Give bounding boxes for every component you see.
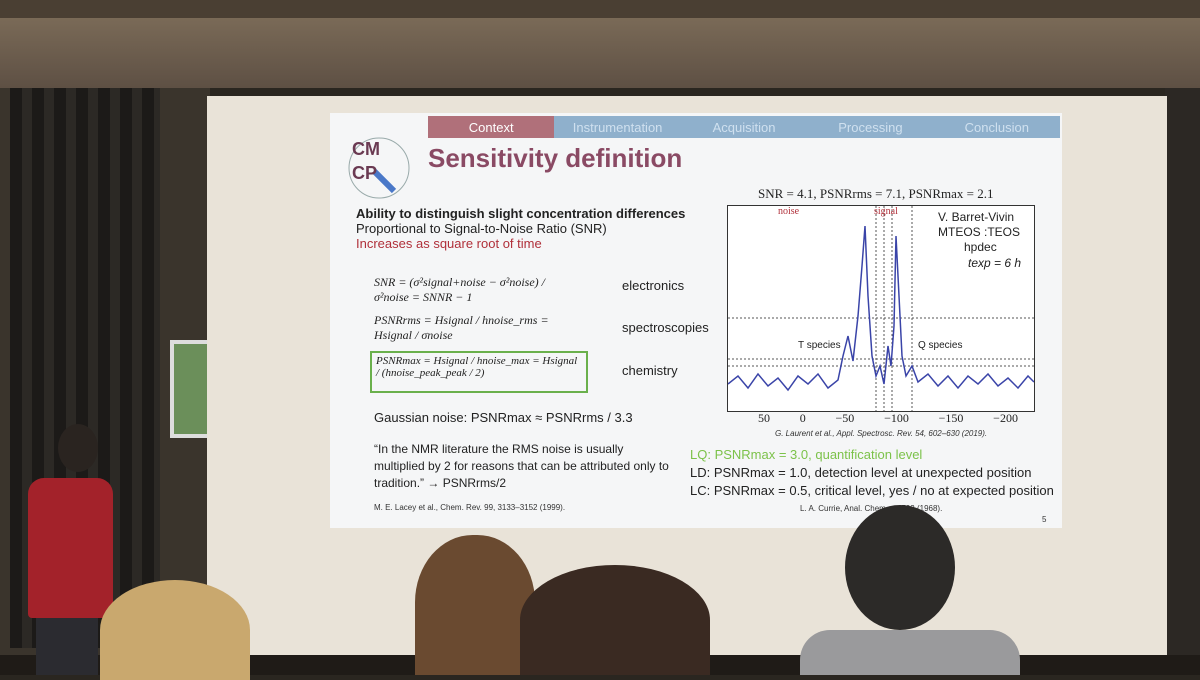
chart-snr-header: SNR = 4.1, PSNRrms = 7.1, PSNRmax = 2.1 bbox=[758, 186, 994, 201]
label-electronics: electronics bbox=[622, 278, 685, 293]
bullet-proportional: Proportional to Signal-to-Noise Ratio (S… bbox=[356, 221, 607, 236]
chart-sequence: hpdec bbox=[964, 240, 997, 254]
gaussian-noise-text: Gaussian noise: PSNRmax ≈ PSNRrms / 3.3 bbox=[374, 410, 633, 425]
x-tick-minus-50: −50 bbox=[835, 411, 855, 425]
audience-member-head bbox=[415, 535, 535, 675]
logo-text-cp: CP bbox=[352, 163, 378, 183]
x-tick-50: 50 bbox=[758, 411, 770, 425]
cmcp-logo bbox=[348, 137, 410, 199]
slide-title: Sensitivity definition bbox=[428, 143, 683, 173]
page-number: 5 bbox=[1042, 515, 1047, 524]
equation-snr: SNR = (σ²signal+noise − σ²noise) / σ²noi… bbox=[374, 275, 545, 304]
nav-tab-instrumentation: Instrumentation bbox=[572, 119, 663, 135]
audience-member-head bbox=[100, 580, 250, 680]
audience-member-head bbox=[520, 565, 710, 675]
x-tick-minus-100: −100 bbox=[884, 411, 909, 425]
label-spectroscopies: spectroscopies bbox=[622, 320, 709, 335]
bullet-increases: Increases as square root of time bbox=[356, 236, 542, 251]
chart-noise-label: noise bbox=[778, 206, 800, 217]
presenter bbox=[28, 420, 138, 675]
equation-psnr-rms: PSNRrms = Hsignal / hnoise_rms = Hsignal… bbox=[374, 313, 549, 342]
bullet-ability: Ability to distinguish slight concentrat… bbox=[356, 206, 686, 221]
spectrum-plot bbox=[727, 206, 1035, 411]
chart-t-species: T species bbox=[798, 340, 841, 351]
level-detection: LD: PSNRmax = 1.0, detection level at un… bbox=[690, 465, 1032, 480]
chart-instrument: MTEOS :TEOS bbox=[938, 225, 1021, 239]
audience-member-head bbox=[845, 505, 955, 630]
x-tick-minus-200: −200 bbox=[993, 411, 1018, 425]
nav-tab-context: Context bbox=[428, 116, 555, 138]
audience-member-shoulders bbox=[800, 630, 1020, 675]
slide-nav-bar: Context Instrumentation Acquisition Proc… bbox=[428, 116, 1060, 138]
right-wall bbox=[1165, 88, 1200, 675]
nmr-spectrum-chart: noise signal V. Barret-Vivin MTEOS :TEOS… bbox=[727, 205, 1035, 412]
chart-q-species: Q species bbox=[918, 340, 963, 351]
logo-text-cm: CM bbox=[352, 139, 380, 159]
level-critical: LC: PSNRmax = 0.5, critical level, yes /… bbox=[690, 483, 1054, 498]
chart-texp: texp = 6 h bbox=[968, 256, 1022, 270]
nav-tab-acquisition: Acquisition bbox=[712, 119, 776, 135]
chart-x-axis-ticks: 50 0 −50 −100 −150 −200 bbox=[758, 411, 1018, 426]
label-chemistry: chemistry bbox=[622, 363, 678, 378]
level-quantification: LQ: PSNRmax = 3.0, quantification level bbox=[690, 447, 923, 462]
chemistry-equation-box bbox=[370, 351, 588, 393]
equation-psnr-max: PSNRmax = Hsignal / hnoise_max = Hsignal… bbox=[376, 355, 578, 379]
chart-author: V. Barret-Vivin bbox=[938, 210, 1015, 224]
chart-signal-label: signal bbox=[874, 206, 898, 217]
quote-reference: M. E. Lacey et al., Chem. Rev. 99, 3133–… bbox=[374, 503, 566, 512]
x-tick-0: 0 bbox=[799, 411, 806, 425]
chart-reference: G. Laurent et al., Appl. Spectrosc. Rev.… bbox=[775, 429, 988, 438]
nav-tab-conclusion: Conclusion bbox=[964, 119, 1029, 135]
ceiling-beam bbox=[0, 18, 1200, 88]
nmr-quote: “In the NMR literature the RMS noise is … bbox=[374, 442, 669, 490]
nav-tab-processing: Processing bbox=[838, 119, 903, 135]
projected-slide: Context Instrumentation Acquisition Proc… bbox=[330, 113, 1062, 528]
x-tick-minus-150: −150 bbox=[938, 411, 964, 425]
ceiling bbox=[0, 0, 1200, 20]
levels-reference: L. A. Currie, Anal. Chem. ...–593 (1968)… bbox=[800, 504, 943, 513]
